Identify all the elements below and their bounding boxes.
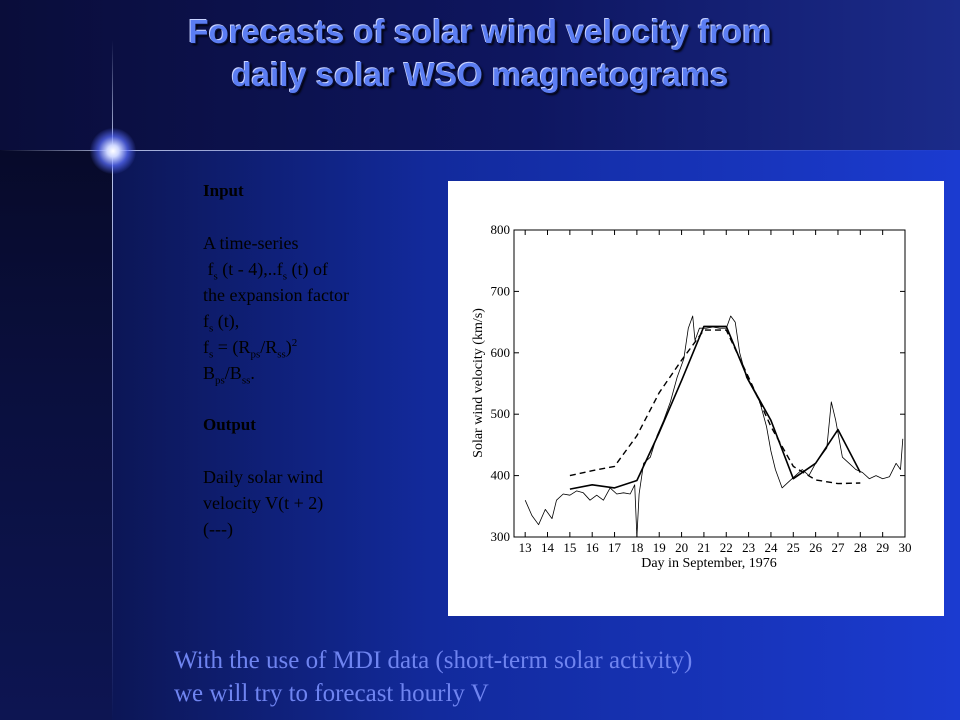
x-tick-label: 20 (675, 540, 688, 555)
output-line-3: (---) (203, 519, 233, 539)
header-band (0, 0, 960, 150)
y-tick-label: 400 (491, 468, 511, 483)
y-tick-label: 600 (491, 345, 511, 360)
series-line-2 (569, 329, 861, 485)
title-line-1: Forecasts of solar wind velocity from (188, 13, 772, 50)
input-formula: fs = (Rps/Rss)2 (203, 337, 298, 361)
input-line-1: A time-series (203, 233, 299, 253)
output-heading: Output (203, 415, 256, 434)
input-line-2: fs (t - 4),..fs (t) of (207, 259, 329, 283)
chart-card: 300 400 500 600 700 800 13 14 15 16 17 18 19 20 21 22 2… (448, 181, 944, 616)
y-tick-label: 300 (491, 529, 511, 544)
slide-title: Forecasts of solar wind velocity from da… (60, 10, 900, 96)
y-tick-label: 700 (491, 283, 511, 298)
x-tick-label: 14 (541, 540, 555, 555)
x-tick-label: 16 (586, 540, 600, 555)
input-line-4: fs (t), (203, 311, 240, 335)
lens-flare-star-icon (90, 128, 136, 174)
x-tick-label: 15 (563, 540, 576, 555)
solar-wind-chart: 300 400 500 600 700 800 13 14 15 16 17 18 19 20 21 22 2… (471, 222, 912, 571)
x-tick-label: 26 (809, 540, 823, 555)
note-line-1: With the use of MDI data (short-term sol… (174, 647, 693, 674)
plot-frame (513, 229, 906, 538)
x-tick-label: 21 (697, 540, 710, 555)
bottom-note: With the use of MDI data (short-term sol… (174, 644, 944, 710)
y-tick-label: 800 (491, 222, 511, 237)
x-tick-label: 18 (630, 540, 643, 555)
output-line-1: Daily solar wind (203, 467, 323, 487)
x-tick-label: 22 (720, 540, 733, 555)
x-tick-label: 24 (764, 540, 778, 555)
input-formula-2: Bps/Bss. (203, 363, 255, 387)
x-tick-label: 28 (854, 540, 867, 555)
x-tick-label: 29 (876, 540, 889, 555)
x-axis-label: Day in September, 1976 (641, 556, 777, 571)
x-axis: 13 14 15 16 17 18 19 20 21 22 23 24 25 26 27 28 29 30 (519, 230, 912, 555)
x-tick-label: 19 (653, 540, 666, 555)
input-line-3: the expansion factor (203, 285, 349, 305)
series-line-3 (524, 315, 904, 538)
y-axis-label: Solar wind velocity (km/s) (471, 308, 486, 458)
x-tick-label: 27 (831, 540, 845, 555)
x-tick-label: 23 (742, 540, 755, 555)
y-tick-label: 500 (491, 406, 511, 421)
left-band (0, 150, 112, 720)
lens-flare-vertical (112, 40, 113, 720)
x-tick-label: 25 (787, 540, 800, 555)
lens-flare-horizontal (0, 150, 960, 151)
title-line-2: daily solar WSO magnetograms (231, 56, 729, 93)
input-heading: Input (203, 181, 244, 200)
input-output-text: Input A time-series fs (t - 4),..fs (t) … (203, 178, 433, 542)
note-line-2: we will try to forecast hourly V (174, 680, 489, 707)
x-tick-label: 17 (608, 540, 622, 555)
series-group (524, 315, 904, 538)
x-tick-label: 30 (899, 540, 912, 555)
x-tick-label: 13 (519, 540, 532, 555)
output-line-2: velocity V(t + 2) (203, 493, 324, 513)
y-axis: 300 400 500 600 700 800 (491, 222, 905, 544)
series-line-1 (569, 325, 862, 490)
